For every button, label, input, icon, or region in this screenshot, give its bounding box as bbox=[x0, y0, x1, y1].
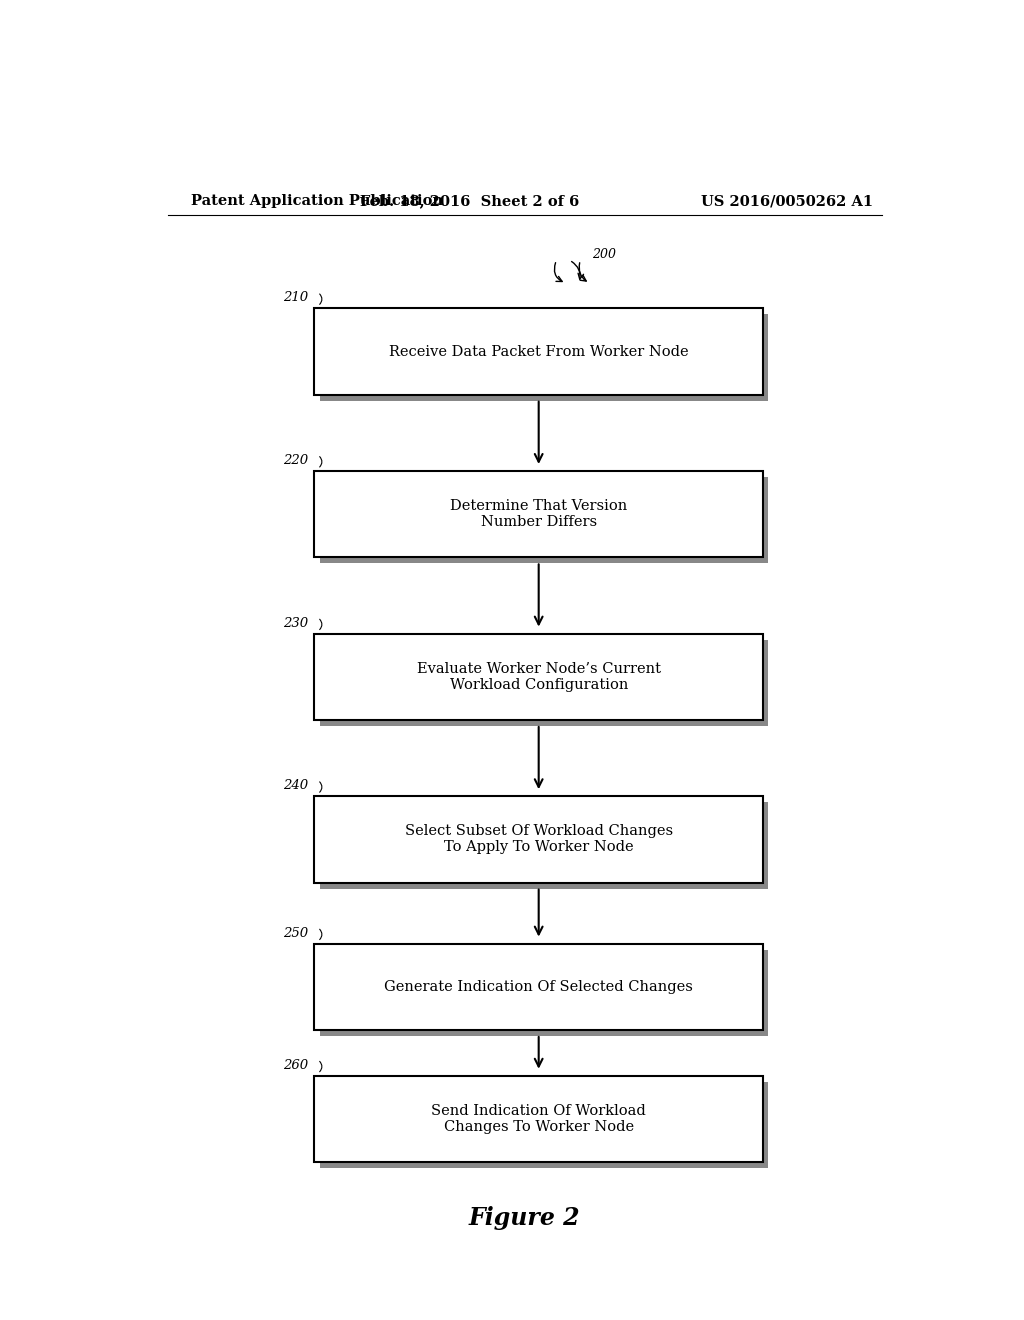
Bar bbox=[314, 634, 763, 719]
Text: 260: 260 bbox=[283, 1059, 308, 1072]
Text: Send Indication Of Workload
Changes To Worker Node: Send Indication Of Workload Changes To W… bbox=[431, 1104, 646, 1134]
Bar bbox=[314, 944, 763, 1030]
Text: 200: 200 bbox=[592, 248, 616, 261]
Text: Feb. 18, 2016  Sheet 2 of 6: Feb. 18, 2016 Sheet 2 of 6 bbox=[359, 194, 579, 209]
Bar bbox=[314, 309, 763, 395]
Bar bbox=[321, 640, 768, 726]
Bar bbox=[314, 471, 763, 557]
Text: Patent Application Publication: Patent Application Publication bbox=[191, 194, 443, 209]
Text: 220: 220 bbox=[283, 454, 308, 467]
Bar bbox=[321, 314, 768, 401]
Bar bbox=[321, 477, 768, 564]
Bar bbox=[321, 949, 768, 1036]
Text: Figure 2: Figure 2 bbox=[469, 1206, 581, 1230]
Bar bbox=[314, 1076, 763, 1162]
Text: 250: 250 bbox=[283, 927, 308, 940]
Bar bbox=[314, 796, 763, 883]
Text: Select Subset Of Workload Changes
To Apply To Worker Node: Select Subset Of Workload Changes To App… bbox=[404, 824, 673, 854]
Text: Evaluate Worker Node’s Current
Workload Configuration: Evaluate Worker Node’s Current Workload … bbox=[417, 661, 660, 692]
Text: Determine That Version
Number Differs: Determine That Version Number Differs bbox=[451, 499, 628, 529]
Text: 240: 240 bbox=[283, 779, 308, 792]
Text: 230: 230 bbox=[283, 616, 308, 630]
Text: 210: 210 bbox=[283, 292, 308, 304]
Text: Receive Data Packet From Worker Node: Receive Data Packet From Worker Node bbox=[389, 345, 688, 359]
Text: US 2016/0050262 A1: US 2016/0050262 A1 bbox=[700, 194, 872, 209]
Bar bbox=[321, 803, 768, 888]
Text: Generate Indication Of Selected Changes: Generate Indication Of Selected Changes bbox=[384, 979, 693, 994]
Bar bbox=[321, 1082, 768, 1168]
